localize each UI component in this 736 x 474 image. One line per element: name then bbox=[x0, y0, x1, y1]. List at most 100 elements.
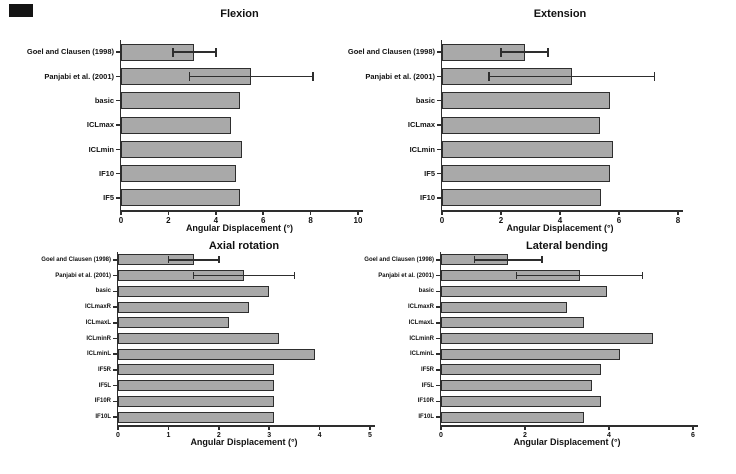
category-tick bbox=[113, 369, 117, 371]
x-axis-label: Angular Displacement (°) bbox=[506, 223, 614, 233]
bar bbox=[441, 411, 584, 423]
category-label: IF5 bbox=[424, 168, 435, 178]
error-bar bbox=[168, 259, 219, 261]
y-axis-line bbox=[440, 40, 442, 212]
x-tick bbox=[369, 425, 371, 430]
x-tick bbox=[618, 210, 620, 215]
x-tick bbox=[524, 425, 526, 430]
category-label: IF10 bbox=[98, 168, 114, 178]
category-tick bbox=[113, 400, 117, 403]
x-tick bbox=[167, 425, 170, 430]
category-label: ICLmaxR bbox=[407, 304, 434, 311]
error-cap bbox=[215, 47, 217, 57]
x-tick-label: 5 bbox=[368, 432, 372, 439]
plot-area: Goel and Clausen (1998) Panjabi et al. (2… bbox=[364, 252, 698, 439]
error-cap bbox=[167, 256, 170, 264]
error-cap bbox=[312, 71, 314, 81]
x-tick-label: 8 bbox=[308, 216, 313, 225]
chart-extension: Extension Goel and Clausen (1998) Panjabi… bbox=[348, 0, 736, 237]
error-cap bbox=[500, 47, 502, 57]
category-label: Panjabi et al. (2001) bbox=[365, 71, 435, 81]
category-tick bbox=[116, 51, 120, 53]
bar bbox=[118, 333, 280, 344]
chart-lateral-bending: Lateral bending Goel and Clausen (1998) P… bbox=[364, 237, 736, 474]
bar bbox=[442, 140, 614, 158]
error-cap bbox=[541, 256, 543, 264]
x-tick-label: 2 bbox=[523, 432, 527, 439]
category-tick bbox=[113, 322, 117, 324]
x-tick-label: 10 bbox=[353, 216, 363, 225]
error-cap bbox=[641, 272, 644, 280]
category-label: IF5R bbox=[420, 366, 434, 373]
category-label: ICLminL bbox=[410, 351, 434, 358]
category-tick bbox=[116, 75, 120, 78]
error-bar bbox=[501, 51, 549, 53]
category-tick bbox=[436, 384, 440, 387]
x-tick-label: 0 bbox=[439, 432, 443, 439]
bar bbox=[121, 140, 242, 158]
x-tick-label: 0 bbox=[118, 216, 124, 225]
error-cap bbox=[218, 256, 220, 264]
category-label: Panjabi et al. (2001) bbox=[44, 71, 114, 81]
category-label: IF10L bbox=[95, 414, 111, 421]
category-label: Goel and Clausen (1998) bbox=[347, 47, 435, 57]
x-axis-line bbox=[116, 425, 375, 427]
x-tick bbox=[677, 210, 679, 215]
error-cap bbox=[515, 272, 518, 280]
chart-axial-rotation: Axial rotation Goel and Clausen (1998) Pa… bbox=[0, 237, 375, 474]
category-label: ICLminR bbox=[86, 335, 111, 342]
x-tick bbox=[215, 210, 217, 215]
x-tick bbox=[608, 425, 610, 430]
bar bbox=[441, 395, 601, 407]
x-axis-label: Angular Displacement (°) bbox=[513, 437, 621, 447]
category-tick bbox=[113, 353, 117, 355]
x-tick-label: 2 bbox=[216, 432, 221, 439]
category-label: Panjabi et al. (2001) bbox=[55, 272, 111, 279]
category-tick bbox=[116, 148, 120, 151]
y-axis-line bbox=[439, 252, 441, 427]
category-tick bbox=[437, 172, 441, 175]
error-bar bbox=[489, 75, 655, 78]
category-label: ICLmin bbox=[88, 144, 114, 154]
bar bbox=[118, 301, 250, 313]
error-cap bbox=[293, 272, 296, 280]
bar bbox=[121, 189, 240, 207]
category-label: basic bbox=[95, 288, 111, 295]
category-label: ICLminL bbox=[87, 351, 111, 358]
x-tick bbox=[357, 210, 359, 215]
bar bbox=[441, 348, 620, 360]
category-label: Panjabi et al. (2001) bbox=[378, 272, 434, 279]
x-tick-label: 6 bbox=[691, 432, 695, 439]
category-label: ICLmaxL bbox=[85, 319, 111, 326]
error-bar bbox=[173, 51, 216, 53]
error-cap bbox=[172, 47, 174, 57]
category-label: IF5 bbox=[103, 193, 114, 203]
x-tick bbox=[309, 210, 312, 215]
x-tick-label: 6 bbox=[616, 216, 622, 225]
error-bar bbox=[193, 274, 295, 277]
category-tick bbox=[436, 259, 440, 261]
category-label: ICLmaxL bbox=[408, 319, 434, 326]
category-tick bbox=[436, 290, 440, 293]
x-tick bbox=[120, 210, 122, 215]
bar bbox=[121, 165, 236, 183]
x-tick-label: 6 bbox=[260, 216, 266, 225]
category-label: IF10L bbox=[418, 414, 434, 421]
category-label: ICLmax bbox=[86, 120, 114, 130]
category-tick bbox=[113, 274, 117, 277]
bar bbox=[442, 116, 600, 134]
error-cap bbox=[192, 272, 195, 280]
category-label: basic bbox=[418, 288, 434, 295]
x-tick-label: 0 bbox=[116, 432, 120, 439]
category-tick bbox=[436, 274, 440, 277]
bar bbox=[442, 165, 611, 183]
x-axis-line bbox=[119, 210, 363, 212]
category-label: ICLmin bbox=[409, 144, 435, 154]
x-tick bbox=[559, 210, 561, 215]
plot-area: Goel and Clausen (1998) Panjabi et al. (2… bbox=[27, 40, 363, 225]
error-cap bbox=[653, 71, 656, 81]
category-tick bbox=[436, 400, 440, 403]
x-tick-label: 4 bbox=[607, 432, 611, 439]
category-tick bbox=[437, 51, 441, 53]
category-tick bbox=[437, 124, 441, 126]
